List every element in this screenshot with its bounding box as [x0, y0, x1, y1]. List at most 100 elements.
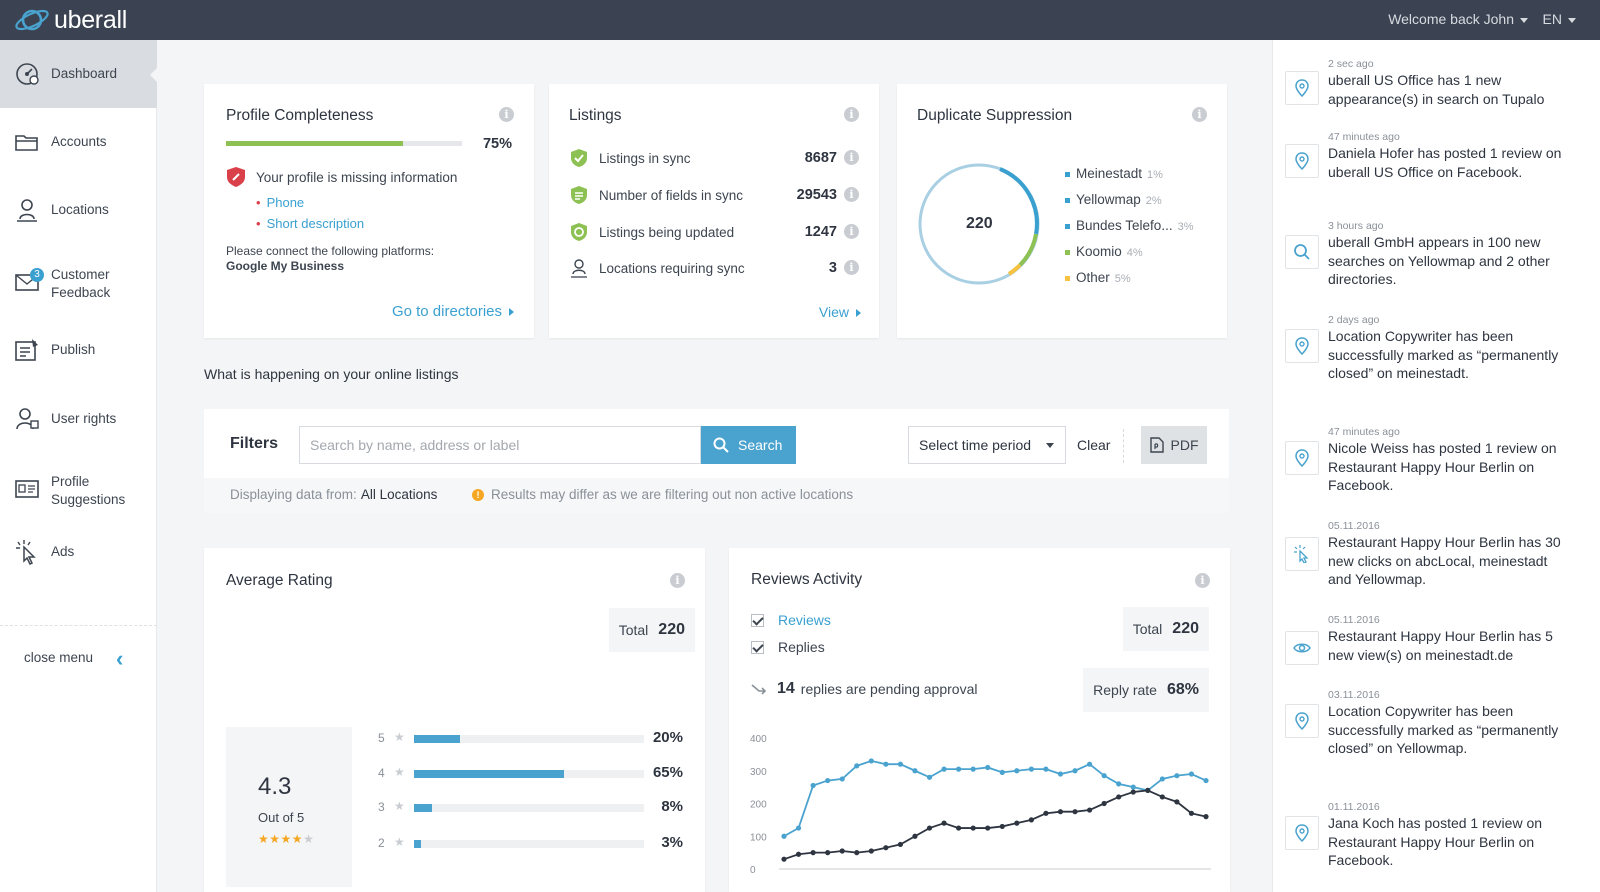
close-menu-label[interactable]: close menu: [24, 650, 94, 665]
data-point-reviews[interactable]: [1086, 761, 1093, 767]
data-point-replies[interactable]: [781, 856, 787, 862]
data-point-reviews[interactable]: [1116, 781, 1122, 787]
notification-badge: 3: [30, 268, 44, 282]
info-icon[interactable]: i: [499, 107, 514, 122]
view-listings-link[interactable]: View: [819, 304, 861, 320]
search-button[interactable]: Search: [701, 426, 796, 464]
data-point-replies[interactable]: [941, 820, 947, 826]
data-point-reviews[interactable]: [1130, 784, 1136, 790]
data-point-replies[interactable]: [868, 848, 874, 854]
info-icon[interactable]: i: [844, 107, 859, 122]
sidebar-item-publish[interactable]: Publish: [0, 320, 157, 388]
info-icon[interactable]: i: [844, 224, 859, 239]
sidebar-item-ads[interactable]: Ads: [0, 532, 157, 602]
data-point-replies[interactable]: [1014, 820, 1020, 826]
data-point-replies[interactable]: [810, 850, 816, 856]
uberall-logo[interactable]: uberall: [14, 5, 127, 35]
language-select[interactable]: EN: [1543, 11, 1576, 27]
data-point-replies[interactable]: [1116, 794, 1122, 800]
data-point-reviews[interactable]: [1101, 773, 1107, 779]
data-point-reviews[interactable]: [1072, 768, 1078, 774]
data-point-replies[interactable]: [825, 850, 831, 856]
data-point-reviews[interactable]: [941, 766, 947, 772]
data-point-reviews[interactable]: [839, 776, 845, 782]
data-point-replies[interactable]: [1086, 807, 1093, 813]
missing-item-phone[interactable]: Phone: [256, 195, 305, 210]
data-point-replies[interactable]: [1130, 789, 1136, 795]
sidebar-item-locations[interactable]: Locations: [0, 176, 157, 244]
data-point-reviews[interactable]: [1203, 777, 1209, 784]
search-input[interactable]: [299, 426, 701, 464]
data-point-replies[interactable]: [912, 833, 918, 839]
data-point-reviews[interactable]: [985, 764, 991, 771]
checkbox-checked[interactable]: [751, 613, 764, 627]
duplicate-donut-chart: [918, 163, 1040, 285]
data-point-replies[interactable]: [970, 825, 976, 831]
data-point-replies[interactable]: [985, 825, 991, 831]
data-point-replies[interactable]: [1188, 810, 1195, 816]
data-point-reviews[interactable]: [868, 758, 874, 764]
data-point-replies[interactable]: [839, 848, 845, 854]
data-point-reviews[interactable]: [1028, 766, 1034, 772]
data-point-reviews[interactable]: [854, 763, 860, 769]
sidebar-item-customer-feedback[interactable]: 3 Customer Feedback: [0, 244, 157, 320]
chevron-left-icon[interactable]: ‹: [116, 646, 124, 671]
feed-time: 3 hours ago: [1328, 220, 1384, 232]
data-point-reviews[interactable]: [781, 833, 787, 839]
info-icon[interactable]: i: [844, 187, 859, 202]
sidebar-item-dashboard[interactable]: Dashboard: [0, 40, 157, 108]
info-icon[interactable]: i: [670, 573, 685, 588]
data-point-replies[interactable]: [926, 825, 933, 831]
data-point-replies[interactable]: [1145, 787, 1151, 793]
reviews-checkbox[interactable]: Reviews: [751, 612, 831, 628]
data-point-reviews[interactable]: [1159, 776, 1165, 782]
data-point-reviews[interactable]: [970, 766, 976, 772]
data-point-reviews[interactable]: [810, 782, 816, 789]
data-point-replies[interactable]: [1057, 809, 1064, 815]
missing-item-short-description[interactable]: Short description: [256, 216, 365, 231]
sidebar-item-accounts[interactable]: Accounts: [0, 108, 157, 176]
data-point-replies[interactable]: [999, 823, 1005, 830]
data-point-reviews[interactable]: [1174, 773, 1180, 779]
data-point-reviews[interactable]: [1043, 766, 1049, 772]
data-point-reviews[interactable]: [897, 761, 904, 767]
data-point-replies[interactable]: [854, 850, 860, 856]
go-to-directories-link[interactable]: Go to directories: [392, 303, 514, 320]
data-point-reviews[interactable]: [1057, 771, 1064, 777]
info-icon[interactable]: i: [1195, 573, 1210, 588]
sidebar-item-user-rights[interactable]: User rights: [0, 388, 157, 456]
info-icon[interactable]: i: [844, 260, 859, 275]
data-point-replies[interactable]: [1028, 817, 1034, 823]
data-point-replies[interactable]: [1203, 814, 1209, 820]
user-menu[interactable]: Welcome back John: [1388, 11, 1528, 27]
data-point-replies[interactable]: [883, 845, 889, 851]
replies-checkbox[interactable]: Replies: [751, 639, 825, 655]
clear-button[interactable]: Clear: [1077, 437, 1111, 453]
data-point-reviews[interactable]: [795, 825, 802, 831]
data-point-reviews[interactable]: [956, 766, 962, 772]
data-point-reviews[interactable]: [912, 768, 918, 774]
data-point-replies[interactable]: [1159, 794, 1165, 800]
pdf-button[interactable]: PDF: [1141, 426, 1207, 464]
data-point-reviews[interactable]: [926, 774, 933, 780]
data-point-replies[interactable]: [1072, 809, 1078, 815]
data-point-reviews[interactable]: [883, 761, 889, 767]
data-point-reviews[interactable]: [1188, 771, 1195, 777]
legend-swatch: [1065, 223, 1070, 229]
data-point-replies[interactable]: [1174, 799, 1180, 805]
data-point-reviews[interactable]: [1014, 768, 1020, 774]
info-icon[interactable]: i: [1192, 107, 1207, 122]
rating-bar-track: [414, 735, 644, 743]
time-period-select[interactable]: Select time period: [908, 426, 1066, 464]
data-point-replies[interactable]: [1101, 800, 1107, 807]
data-point-replies[interactable]: [956, 825, 962, 831]
data-point-replies[interactable]: [1043, 810, 1049, 816]
data-point-replies[interactable]: [795, 851, 802, 857]
feed-text: Daniela Hofer has posted 1 review on ube…: [1328, 145, 1562, 180]
data-point-reviews[interactable]: [999, 769, 1005, 775]
data-point-replies[interactable]: [897, 841, 904, 848]
sidebar-item-profile-suggestions[interactable]: Profile Suggestions: [0, 456, 157, 532]
checkbox-checked[interactable]: [751, 640, 764, 654]
data-point-reviews[interactable]: [825, 777, 831, 784]
info-icon[interactable]: i: [844, 150, 859, 165]
